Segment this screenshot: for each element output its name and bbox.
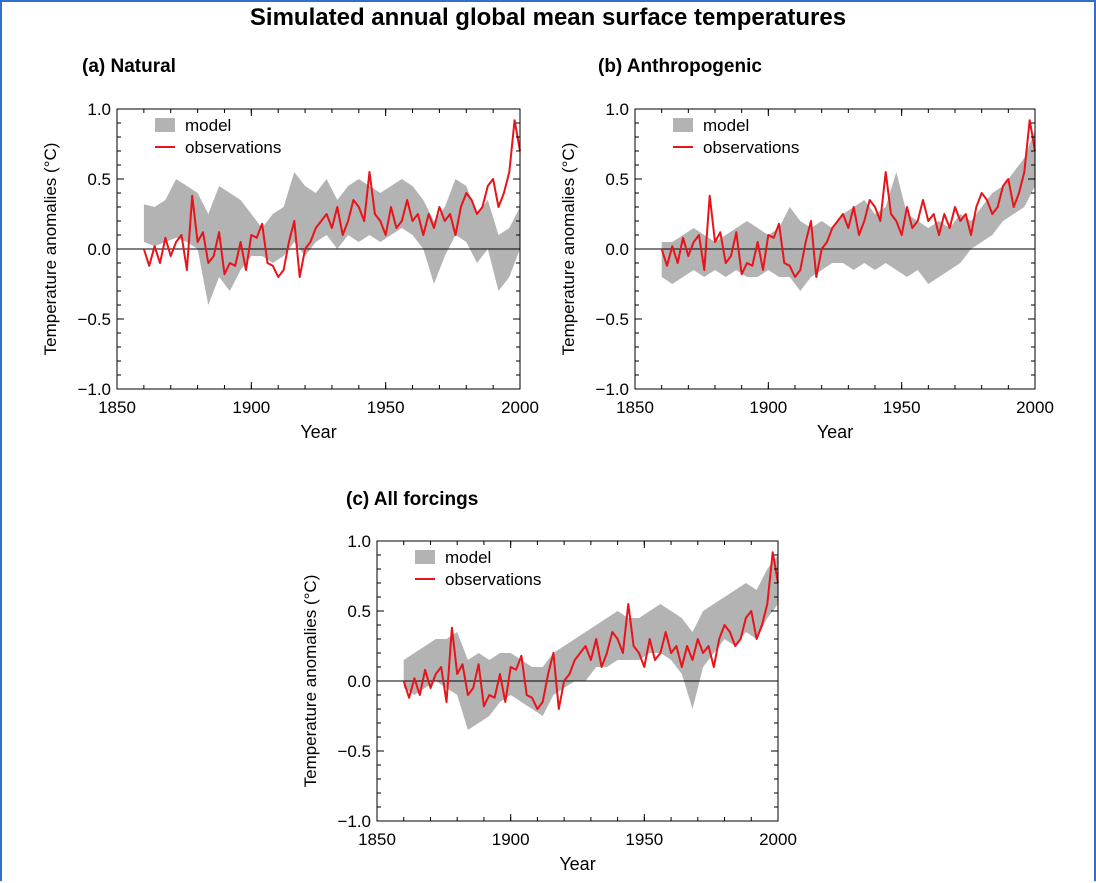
y-tick-label: 0.0 xyxy=(347,672,371,691)
y-axis-label: Temperature anomalies (°C) xyxy=(41,143,60,356)
y-tick-label: 0.0 xyxy=(605,240,629,259)
legend-model-swatch xyxy=(415,550,435,564)
panel-title: (c) All forcings xyxy=(346,489,478,510)
legend-model-label: model xyxy=(703,116,749,135)
y-tick-label: 1.0 xyxy=(347,532,371,551)
y-tick-label: 0.5 xyxy=(87,170,111,189)
x-tick-label: 1850 xyxy=(358,830,396,849)
legend-observations-label: observations xyxy=(703,138,799,157)
legend-model-swatch xyxy=(155,118,175,132)
y-tick-label: −1.0 xyxy=(77,380,111,399)
observations-line xyxy=(402,551,779,710)
x-tick-label: 2000 xyxy=(759,830,797,849)
x-tick-label: 2000 xyxy=(501,398,539,417)
x-axis-label: Year xyxy=(817,422,853,442)
x-axis-label: Year xyxy=(300,422,336,442)
observations-line xyxy=(660,119,1036,278)
x-tick-label: 1900 xyxy=(232,398,270,417)
y-axis-label: Temperature anomalies (°C) xyxy=(301,575,320,788)
legend-model-swatch xyxy=(673,118,693,132)
legend-observations-label: observations xyxy=(185,138,281,157)
x-tick-label: 1950 xyxy=(625,830,663,849)
panel-title: (b) Anthropogenic xyxy=(598,56,762,77)
figure-title: Simulated annual global mean surface tem… xyxy=(249,4,847,31)
x-tick-label: 1850 xyxy=(616,398,654,417)
x-axis-label: Year xyxy=(559,854,595,874)
chart-panel-2: (b) Anthropogenic −1.0 −0.5 0.0 0.5 1.0 1850 19… xyxy=(559,56,1054,442)
x-tick-label: 1850 xyxy=(98,398,136,417)
y-tick-label: −0.5 xyxy=(77,310,111,329)
chart-panel-1: (a) Natural −1.0 −0.5 0.0 0.5 1.0 1850 1900 1950… xyxy=(41,56,539,442)
model-band xyxy=(143,172,520,305)
x-tick-label: 1900 xyxy=(749,398,787,417)
x-tick-label: 2000 xyxy=(1016,398,1054,417)
observations-line xyxy=(142,119,521,278)
x-tick-label: 1950 xyxy=(883,398,921,417)
x-tick-label: 1950 xyxy=(367,398,405,417)
y-tick-label: 1.0 xyxy=(605,100,629,119)
y-tick-label: 0.0 xyxy=(87,240,111,259)
y-tick-label: −0.5 xyxy=(337,742,371,761)
y-tick-label: 1.0 xyxy=(87,100,111,119)
panel-title: (a) Natural xyxy=(82,56,176,77)
legend-model-label: model xyxy=(445,548,491,567)
y-axis-label: Temperature anomalies (°C) xyxy=(559,143,578,356)
y-tick-label: −0.5 xyxy=(595,310,629,329)
y-tick-label: −1.0 xyxy=(595,380,629,399)
y-tick-label: 0.5 xyxy=(605,170,629,189)
legend-observations-label: observations xyxy=(445,570,541,589)
y-tick-label: 0.5 xyxy=(347,602,371,621)
y-tick-label: −1.0 xyxy=(337,812,371,831)
x-tick-label: 1900 xyxy=(492,830,530,849)
chart-panel-3: (c) All forcings −1.0 −0.5 0.0 0.5 1.0 1850 190… xyxy=(301,489,797,874)
legend-model-label: model xyxy=(185,116,231,135)
